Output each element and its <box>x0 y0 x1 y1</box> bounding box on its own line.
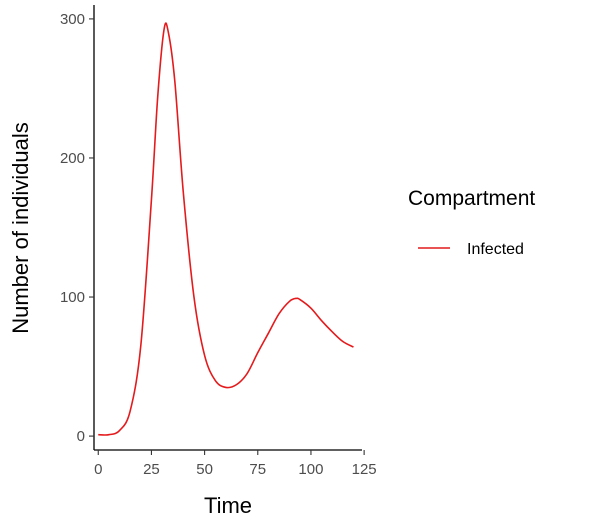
legend-label-infected: Infected <box>467 241 524 258</box>
legend: Compartment Infected <box>408 187 535 258</box>
y-tick-label: 100 <box>60 289 85 306</box>
legend-items: Infected <box>418 241 524 258</box>
x-axis-title: Time <box>204 493 252 518</box>
y-tick-label: 300 <box>60 11 85 28</box>
x-tick-label: 75 <box>249 461 266 478</box>
y-tick-label: 0 <box>77 428 85 445</box>
x-tick-label: 100 <box>298 461 323 478</box>
y-tick-label: 200 <box>60 150 85 167</box>
x-tick-label: 50 <box>196 461 213 478</box>
x-tick-label: 125 <box>352 461 377 478</box>
series-line-infected <box>98 22 354 436</box>
y-ticks: 0 100 200 300 <box>60 11 94 445</box>
legend-title: Compartment <box>408 187 535 210</box>
series-lines <box>98 22 354 436</box>
x-tick-label: 25 <box>143 461 160 478</box>
y-axis-title: Number of individuals <box>8 122 33 334</box>
x-tick-label: 0 <box>94 461 102 478</box>
x-ticks: 0 25 50 75 100 125 <box>94 450 377 478</box>
axes <box>93 5 362 451</box>
